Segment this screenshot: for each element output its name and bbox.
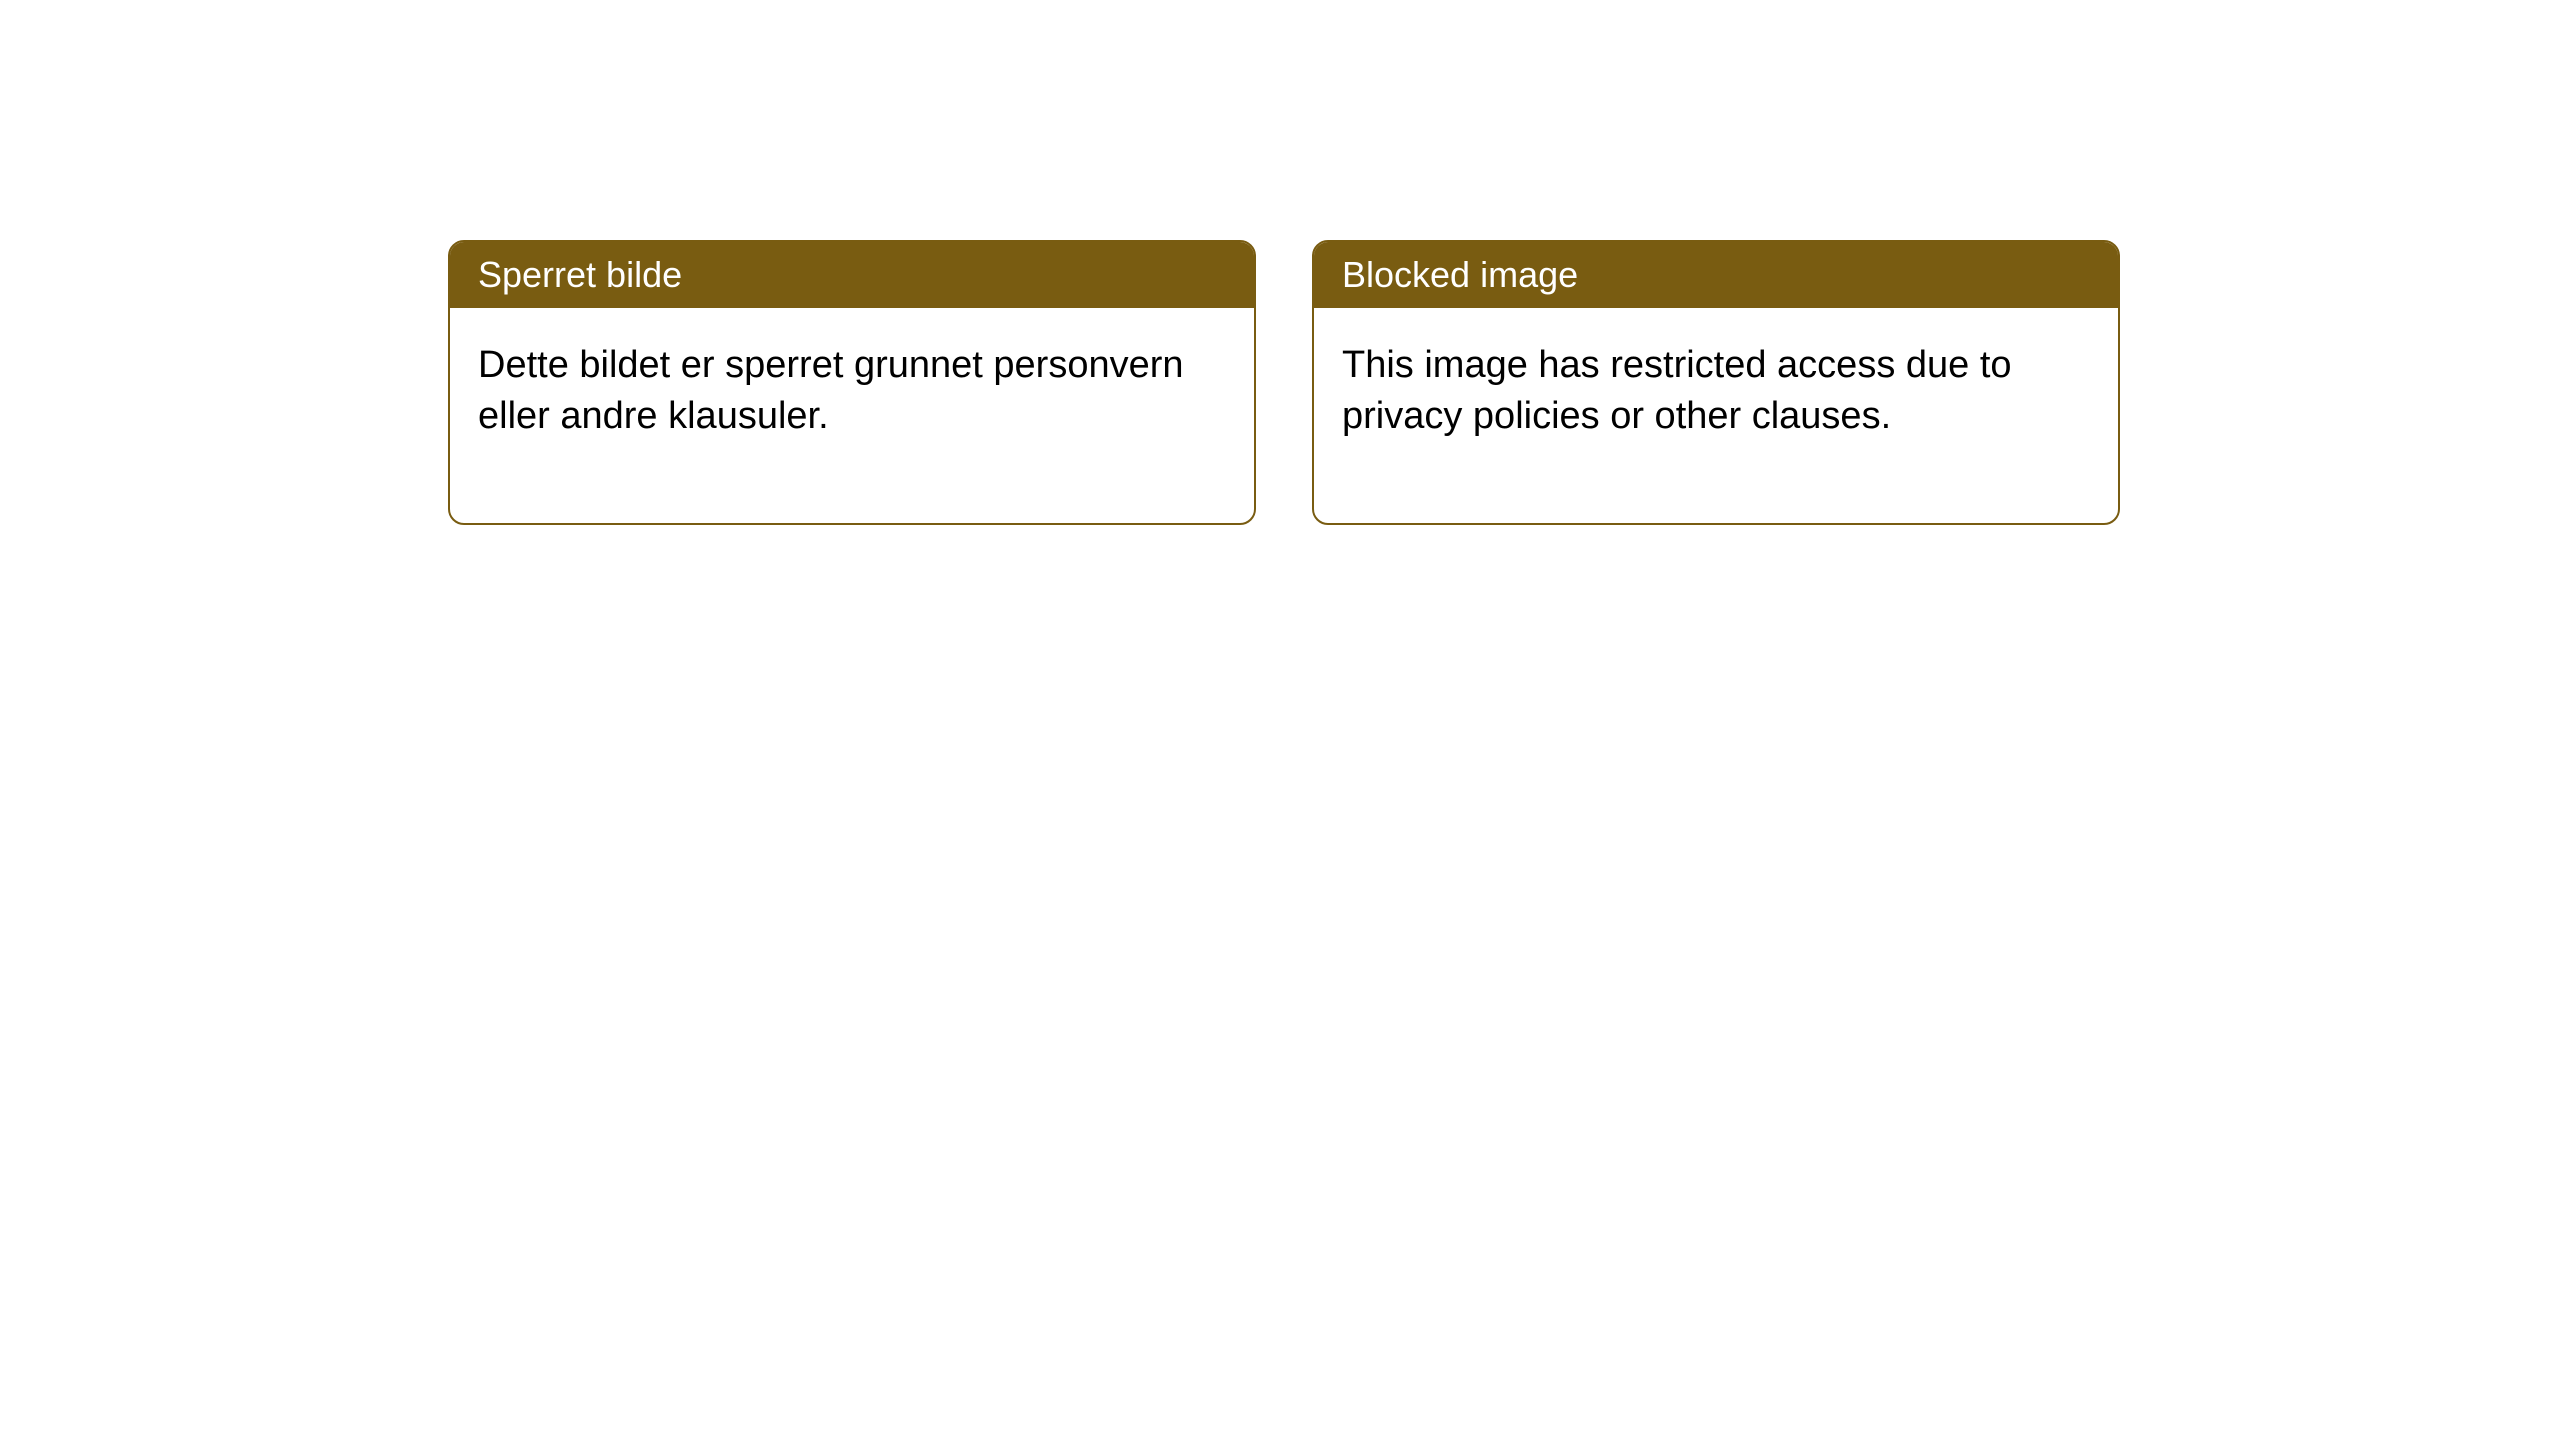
notice-card-norwegian: Sperret bilde Dette bildet er sperret gr… <box>448 240 1256 525</box>
card-title: Blocked image <box>1342 254 1578 295</box>
notice-card-english: Blocked image This image has restricted … <box>1312 240 2120 525</box>
card-header: Blocked image <box>1314 242 2118 308</box>
notice-cards-container: Sperret bilde Dette bildet er sperret gr… <box>448 240 2560 525</box>
card-body-text: This image has restricted access due to … <box>1342 344 2012 437</box>
card-header: Sperret bilde <box>450 242 1254 308</box>
card-title: Sperret bilde <box>478 254 682 295</box>
card-body-text: Dette bildet er sperret grunnet personve… <box>478 344 1184 437</box>
card-body: This image has restricted access due to … <box>1314 308 2118 523</box>
card-body: Dette bildet er sperret grunnet personve… <box>450 308 1254 523</box>
